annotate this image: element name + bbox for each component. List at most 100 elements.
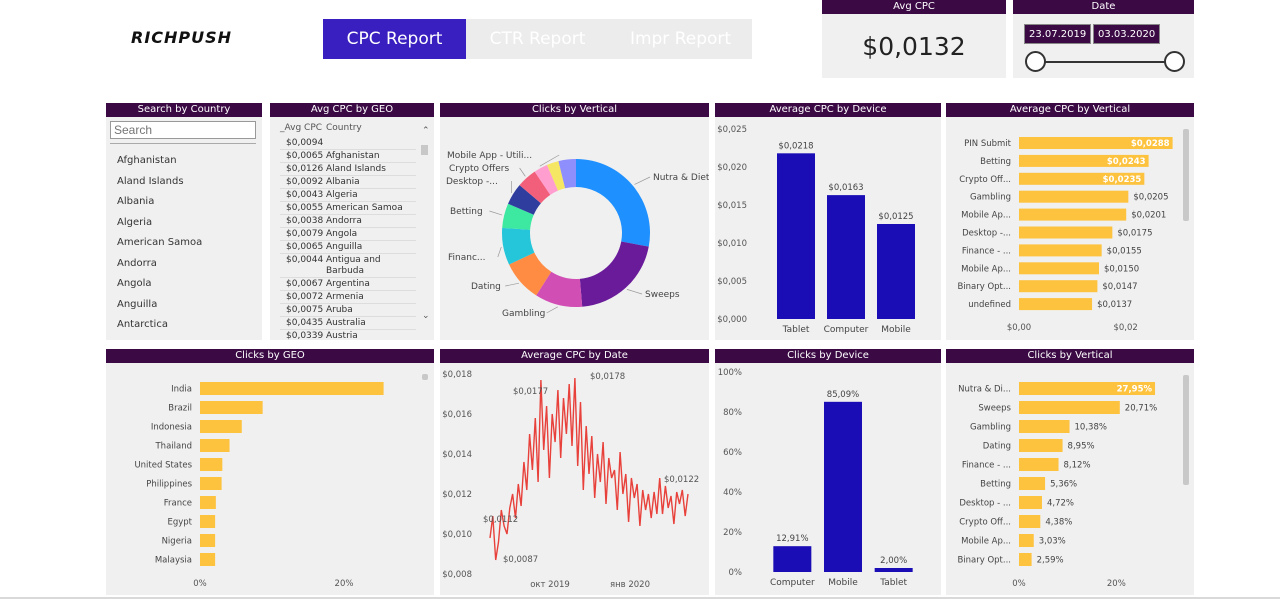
geo-country-cell: Australia bbox=[326, 318, 366, 328]
table-row[interactable]: $0,0065 Anguilla bbox=[280, 241, 416, 254]
geo-avg-cpc-cell: $0,0043 bbox=[286, 190, 324, 200]
x-tick-label: 20% bbox=[335, 579, 354, 589]
bar bbox=[200, 420, 242, 433]
app-logo: RICHPUSH bbox=[131, 28, 233, 47]
donut-slice bbox=[509, 252, 552, 296]
geo-country-cell: Algeria bbox=[326, 190, 358, 200]
bar bbox=[1019, 172, 1145, 185]
donut-slice bbox=[508, 185, 541, 215]
table-row[interactable]: $0,0092 Albania bbox=[280, 176, 416, 189]
table-row[interactable]: $0,0067 Argentina bbox=[280, 278, 416, 291]
geo-country-cell: Anguilla bbox=[326, 242, 363, 252]
y-category-label: Betting bbox=[980, 157, 1011, 167]
country-list-item[interactable]: Angola bbox=[117, 278, 152, 289]
tab-cpc-report[interactable]: CPC Report bbox=[323, 19, 466, 59]
clicks-by-geo-chart: India Brazil Indonesia Thailand United State… bbox=[134, 374, 428, 589]
donut-label: Mobile App - Utili... bbox=[447, 151, 532, 161]
bar bbox=[200, 439, 230, 452]
y-category-label: Finance - ... bbox=[962, 246, 1011, 256]
y-category-label: Betting bbox=[980, 480, 1011, 490]
table-row[interactable]: $0,0075 Aruba bbox=[280, 304, 416, 317]
scroll-down-icon[interactable]: ⌄ bbox=[422, 311, 430, 321]
tab-ctr-report[interactable]: CTR Report bbox=[466, 19, 609, 59]
date-slider-end-handle[interactable] bbox=[1164, 51, 1185, 72]
geo-country-cell: Austria bbox=[326, 331, 358, 340]
geo-country-cell: Angola bbox=[326, 229, 358, 239]
bar-data-label: $0,0125 bbox=[878, 212, 913, 222]
table-row[interactable]: $0,0435 Australia bbox=[280, 317, 416, 330]
y-tick-label: 0% bbox=[729, 568, 743, 578]
chart-title: Clicks by GEO bbox=[106, 349, 434, 363]
y-category-label: Crypto Off... bbox=[959, 175, 1011, 185]
scroll-up-icon[interactable]: ⌃ bbox=[422, 126, 430, 136]
bar-data-label: $0,0155 bbox=[1107, 246, 1142, 256]
y-category-label: Malaysia bbox=[155, 556, 192, 566]
donut-slice bbox=[576, 159, 650, 247]
table-row[interactable]: $0,0044 Antigua and Barbuda bbox=[280, 254, 416, 278]
bar bbox=[1019, 208, 1127, 221]
bar bbox=[200, 515, 216, 528]
chart-title: Average CPC by Date bbox=[440, 349, 709, 363]
y-category-label: Brazil bbox=[168, 404, 192, 414]
bar-data-label: 2,00% bbox=[880, 556, 907, 566]
date-slider-start-handle[interactable] bbox=[1025, 51, 1046, 72]
donut-slice bbox=[534, 164, 558, 195]
country-list-item[interactable]: Albania bbox=[117, 196, 155, 207]
table-row[interactable]: $0,0055 American Samoa bbox=[280, 202, 416, 215]
geo-table-scrollbar[interactable] bbox=[421, 145, 428, 155]
table-row[interactable]: $0,0094 bbox=[280, 137, 416, 150]
bar-data-label: $0,0147 bbox=[1102, 282, 1137, 292]
x-tick-label: Tablet bbox=[782, 325, 810, 335]
country-list-item[interactable]: Anguilla bbox=[117, 298, 158, 310]
line-annotation: $0,0178 bbox=[590, 372, 625, 382]
y-category-label: undefined bbox=[968, 300, 1011, 310]
y-category-label: Crypto Off... bbox=[959, 518, 1011, 528]
x-tick-label: 20% bbox=[1107, 579, 1126, 589]
bar-data-label: $0,0218 bbox=[778, 141, 813, 151]
geo-avg-cpc-cell: $0,0044 bbox=[286, 255, 324, 265]
geo-country-cell: Albania bbox=[326, 177, 360, 187]
date-start-input[interactable]: 23.07.2019 bbox=[1024, 24, 1092, 44]
country-list-item[interactable]: Afghanistan bbox=[117, 155, 177, 166]
table-row[interactable]: $0,0043 Algeria bbox=[280, 189, 416, 202]
donut-leader-line bbox=[505, 282, 520, 287]
scrollbar bbox=[422, 374, 428, 380]
x-tick-label: Mobile bbox=[828, 578, 858, 588]
geo-country-cell: Armenia bbox=[326, 292, 364, 302]
donut-label: Dating bbox=[471, 282, 501, 292]
country-list-item[interactable]: Algeria bbox=[117, 216, 153, 228]
country-list-item[interactable]: American Samoa bbox=[117, 237, 203, 248]
clicks-by-vertical-bar-panel: Clicks by Vertical Nutra & Di... 27,95% Sw… bbox=[946, 349, 1194, 595]
geo-col-country[interactable]: Country bbox=[326, 123, 362, 133]
date-slicer: Date 23.07.2019 03.03.2020 bbox=[1013, 0, 1194, 78]
table-row[interactable]: $0,0079 Angola bbox=[280, 228, 416, 241]
x-tick-label: 0% bbox=[193, 579, 207, 589]
y-category-label: Indonesia bbox=[151, 423, 192, 433]
table-row[interactable]: $0,0072 Armenia bbox=[280, 291, 416, 304]
table-row[interactable]: $0,0038 Andorra bbox=[280, 215, 416, 228]
chart-title: Clicks by Device bbox=[715, 349, 941, 363]
country-list-item[interactable]: Andorra bbox=[117, 257, 157, 269]
bar-data-label: 8,12% bbox=[1064, 461, 1091, 471]
table-row[interactable]: $0,0065 Afghanistan bbox=[280, 150, 416, 163]
donut-label: Sweeps bbox=[645, 290, 680, 300]
bar-data-label: $0,0150 bbox=[1104, 264, 1139, 274]
date-end-input[interactable]: 03.03.2020 bbox=[1093, 24, 1161, 44]
avg-cpc-by-device-chart: $0,000 $0,005 $0,010 $0,015 $0,020 $0,025 $0,0… bbox=[717, 125, 915, 335]
country-search-input[interactable] bbox=[110, 121, 256, 139]
y-category-label: Binary Opt... bbox=[957, 556, 1011, 566]
y-tick-label: $0,010 bbox=[442, 530, 472, 540]
line-series bbox=[489, 377, 689, 561]
country-list-item[interactable]: Aland Islands bbox=[117, 175, 184, 187]
bar bbox=[1019, 280, 1098, 293]
table-row[interactable]: $0,0339 Austria bbox=[280, 330, 416, 340]
table-row[interactable]: $0,0126 Aland Islands bbox=[280, 163, 416, 176]
country-list-item[interactable]: Antarctica bbox=[117, 319, 168, 330]
donut-slice bbox=[519, 171, 551, 204]
geo-col-avg-cpc[interactable]: _Avg CPC bbox=[280, 123, 323, 133]
bar-data-label: $0,0235 bbox=[1103, 175, 1142, 185]
tab-impr-report[interactable]: Impr Report bbox=[609, 19, 752, 59]
x-tick-label: Mobile bbox=[881, 325, 911, 335]
bar bbox=[1019, 262, 1099, 275]
bar bbox=[1019, 298, 1093, 311]
